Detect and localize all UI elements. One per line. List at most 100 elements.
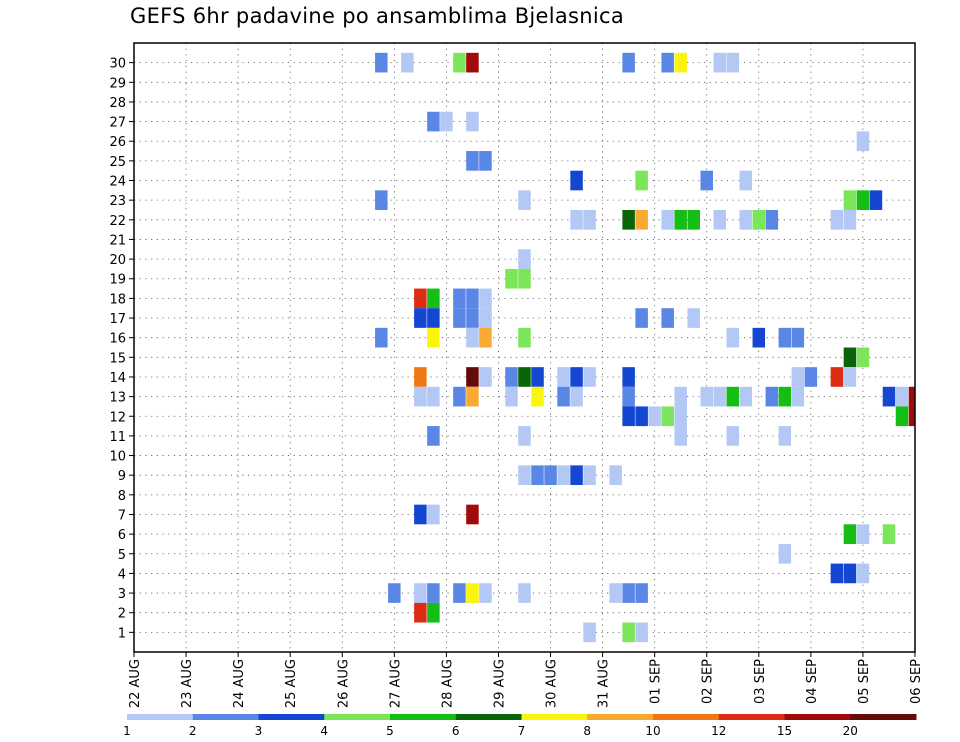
y-tick-label: 30 xyxy=(109,57,126,72)
precip-cell xyxy=(531,367,544,387)
precip-cell xyxy=(739,170,753,191)
precip-cell xyxy=(466,386,479,407)
precip-cell xyxy=(570,386,583,407)
precip-cell xyxy=(375,190,388,210)
precip-cell xyxy=(882,386,896,407)
precip-cell xyxy=(778,543,792,564)
legend-label: 3 xyxy=(255,724,263,738)
y-tick-label: 20 xyxy=(109,253,126,268)
precip-cell xyxy=(375,327,388,348)
y-tick-label: 1 xyxy=(118,626,126,641)
y-tick-label: 5 xyxy=(118,548,126,563)
precip-cell xyxy=(453,308,466,328)
precip-cell xyxy=(726,426,740,446)
precip-cell xyxy=(895,386,909,407)
precip-cell xyxy=(466,327,479,348)
precip-cell xyxy=(518,190,531,210)
x-tick-label: 27 AUG xyxy=(388,659,403,708)
precip-cell xyxy=(713,52,726,73)
precip-cell xyxy=(427,426,440,446)
y-tick-label: 18 xyxy=(109,292,126,307)
chart-title: GEFS 6hr padavine po ansamblima Bjelasni… xyxy=(130,4,625,28)
precip-cell xyxy=(830,367,844,387)
precip-cell xyxy=(609,465,622,486)
precip-cell xyxy=(518,268,531,289)
precip-cell xyxy=(505,268,518,289)
precip-cell xyxy=(479,583,492,603)
precip-cell xyxy=(583,209,596,230)
x-tick-label: 26 AUG xyxy=(336,659,351,708)
y-tick-label: 10 xyxy=(109,450,126,465)
legend-label: 20 xyxy=(843,724,858,738)
legend-label: 6 xyxy=(452,724,460,738)
precip-cell xyxy=(778,327,792,348)
precip-cell xyxy=(479,151,492,171)
precip-cell xyxy=(622,209,635,230)
precip-cell xyxy=(843,190,857,210)
precip-cell xyxy=(375,52,388,73)
precip-cell xyxy=(414,583,427,603)
legend-swatch xyxy=(127,714,194,720)
x-tick-label: 02 SEP xyxy=(701,659,716,704)
y-tick-label: 28 xyxy=(109,96,126,111)
precip-cell xyxy=(830,209,844,230)
precip-cell xyxy=(570,209,583,230)
precip-cell xyxy=(843,347,857,368)
y-tick-label: 3 xyxy=(118,587,126,602)
precip-cell xyxy=(778,426,792,446)
precip-cell xyxy=(453,52,466,73)
precip-cell xyxy=(713,386,726,407)
x-tick-label: 24 AUG xyxy=(232,659,247,708)
precip-cell xyxy=(583,367,596,387)
y-tick-label: 6 xyxy=(118,528,126,543)
legend-swatch xyxy=(324,714,391,720)
precip-cell xyxy=(466,504,479,525)
precip-cell xyxy=(661,52,674,73)
y-tick-label: 7 xyxy=(118,508,126,523)
x-tick-label: 23 AUG xyxy=(180,659,195,708)
precip-cell xyxy=(557,367,570,387)
precip-cell xyxy=(505,367,518,387)
x-tick-label: 25 AUG xyxy=(284,659,299,708)
precip-cell xyxy=(700,386,713,407)
precip-cell xyxy=(661,209,674,230)
x-tick-label: 06 SEP xyxy=(909,659,924,704)
precip-cell xyxy=(518,465,531,486)
precip-cell xyxy=(856,563,870,584)
precip-cell xyxy=(908,386,915,407)
precip-cell xyxy=(466,288,479,309)
precip-cell xyxy=(661,308,674,328)
precip-cell xyxy=(518,426,531,446)
grid-lines xyxy=(133,43,916,652)
x-tick-label: 05 SEP xyxy=(857,659,872,704)
legend-swatch xyxy=(258,714,325,720)
y-tick-label: 23 xyxy=(109,194,126,209)
y-tick-label: 2 xyxy=(118,607,126,622)
precip-cell xyxy=(687,308,700,328)
precip-cell xyxy=(466,367,479,387)
precip-cell xyxy=(427,583,440,603)
precip-cell xyxy=(856,347,870,368)
precip-cell xyxy=(531,386,544,407)
precip-cell xyxy=(479,288,492,309)
precip-cell xyxy=(752,327,766,348)
y-tick-label: 29 xyxy=(109,76,126,91)
y-tick-label: 11 xyxy=(109,430,126,445)
precip-cell xyxy=(622,583,635,603)
precip-cell xyxy=(856,524,870,544)
y-tick-label: 27 xyxy=(109,116,126,131)
legend-label: 1 xyxy=(123,724,131,738)
precip-cell xyxy=(882,524,896,544)
precip-cell xyxy=(635,583,648,603)
legend-swatch xyxy=(653,714,720,720)
precip-cell xyxy=(479,327,492,348)
legend-swatch xyxy=(521,714,588,720)
precip-cell xyxy=(804,367,818,387)
legend-swatch xyxy=(390,714,457,720)
precip-cell xyxy=(726,327,740,348)
precip-cell xyxy=(661,406,674,427)
precip-cell xyxy=(427,602,440,623)
precip-cell xyxy=(505,386,518,407)
precip-cell xyxy=(843,524,857,544)
precip-cell xyxy=(622,52,635,73)
